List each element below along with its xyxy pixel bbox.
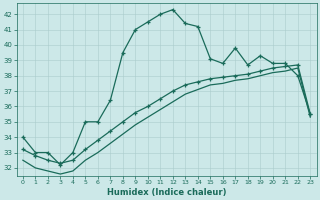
X-axis label: Humidex (Indice chaleur): Humidex (Indice chaleur)	[107, 188, 226, 197]
